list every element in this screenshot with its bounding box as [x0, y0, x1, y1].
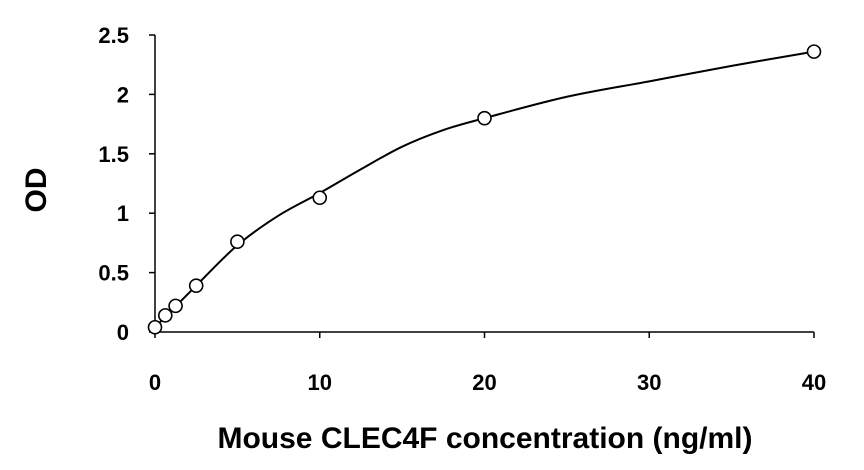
x-tick-label: 30	[637, 370, 661, 395]
x-tick-label: 10	[308, 370, 332, 395]
data-point	[230, 234, 245, 250]
x-tick-label: 0	[149, 370, 161, 395]
x-tick-label: 20	[472, 370, 496, 395]
data-point	[157, 308, 173, 323]
data-points	[147, 44, 822, 335]
y-tick-label: 1	[117, 201, 129, 226]
y-tick-label: 0	[117, 320, 129, 345]
y-tick-label: 2	[117, 82, 129, 107]
data-point	[147, 319, 163, 335]
data-point	[806, 44, 822, 59]
x-axis-title: Mouse CLEC4F concentration (ng/ml)	[217, 422, 752, 455]
data-point	[312, 190, 328, 206]
x-tick-label: 40	[802, 370, 826, 395]
fit-curve	[154, 50, 815, 328]
y-axis-ticks: 0 0.5 1 1.5 2 2.5	[98, 23, 155, 345]
y-tick-label: 2.5	[98, 23, 129, 48]
y-tick-label: 0.5	[98, 261, 129, 286]
data-point	[477, 110, 492, 126]
y-tick-label: 1.5	[98, 142, 129, 167]
data-point	[168, 298, 183, 314]
fit-curve-line	[154, 50, 815, 328]
y-axis-title: OD	[20, 168, 53, 213]
x-axis-ticks: 0 10 20 30 40	[149, 332, 826, 395]
axes	[154, 35, 814, 333]
data-point	[188, 278, 204, 293]
